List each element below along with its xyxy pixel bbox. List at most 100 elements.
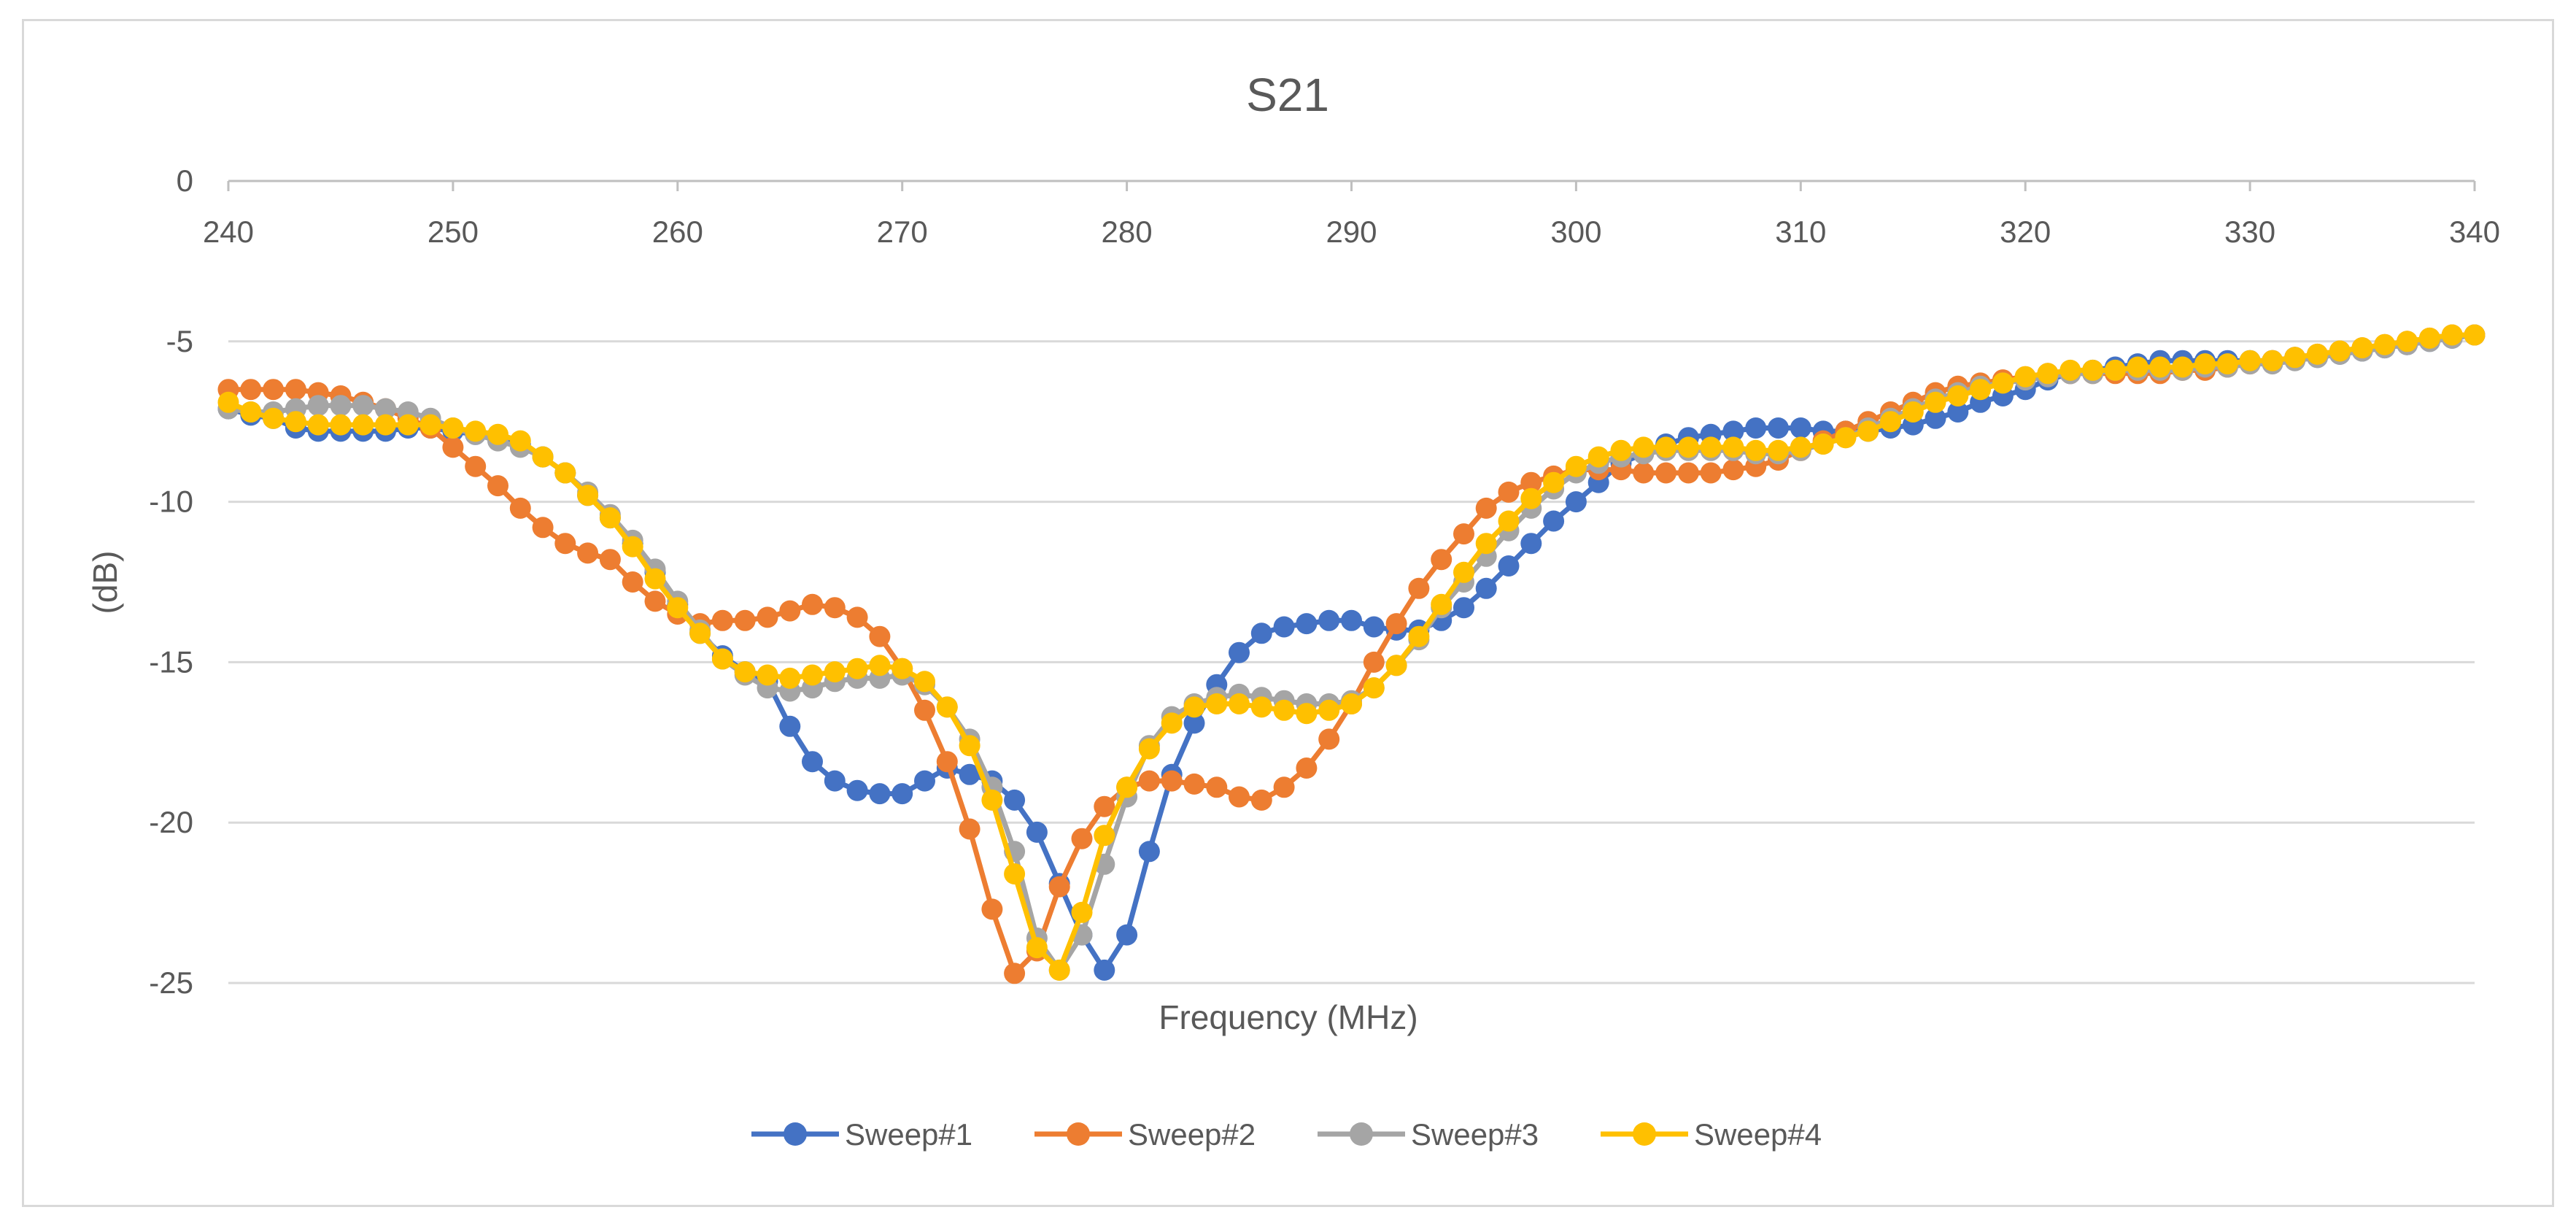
data-point	[1745, 417, 1767, 439]
data-point	[397, 414, 419, 436]
data-point	[1520, 487, 1542, 509]
data-point	[1970, 379, 1992, 401]
data-point	[1655, 462, 1677, 484]
data-point	[1700, 462, 1722, 484]
legend-item: Sweep#1	[751, 1117, 972, 1152]
data-point	[1048, 959, 1070, 981]
data-point	[2082, 359, 2104, 381]
legend-label: Sweep#4	[1694, 1117, 1822, 1152]
series-line	[228, 332, 2475, 973]
data-point	[1453, 561, 1474, 583]
data-point	[2441, 324, 2463, 346]
data-point	[2149, 356, 2171, 378]
data-point	[2059, 359, 2081, 381]
y-tick-label: -25	[149, 965, 193, 1000]
data-point	[802, 593, 823, 615]
data-point	[779, 715, 801, 737]
data-point	[869, 625, 891, 647]
series	[217, 324, 2486, 984]
data-point	[352, 414, 374, 436]
data-point	[622, 571, 643, 593]
data-point	[2127, 356, 2148, 378]
data-point	[1543, 510, 1565, 532]
data-point	[375, 414, 396, 436]
data-point	[1183, 696, 1205, 718]
chart-title: S21	[1246, 69, 1329, 121]
data-point	[217, 391, 239, 413]
legend-label: Sweep#1	[845, 1117, 972, 1152]
data-point	[1768, 417, 1789, 439]
data-point	[1250, 622, 1272, 644]
data-point	[1138, 841, 1160, 863]
data-point	[532, 446, 554, 468]
data-point	[2262, 350, 2283, 371]
y-tick-label: 0	[177, 163, 193, 198]
data-point	[1700, 436, 1722, 458]
data-point	[442, 417, 464, 439]
data-point	[1026, 821, 1048, 843]
data-point	[711, 648, 733, 670]
chart-frame	[22, 19, 2554, 1207]
data-point	[2329, 340, 2351, 362]
data-point	[240, 401, 262, 423]
data-point	[936, 751, 958, 773]
data-point	[914, 770, 935, 792]
x-tick-label: 310	[1775, 215, 1826, 249]
data-point	[1543, 471, 1565, 493]
data-point	[734, 609, 756, 631]
legend-item: Sweep#4	[1601, 1117, 1822, 1152]
data-point	[1610, 439, 1632, 461]
data-point	[1475, 577, 1497, 599]
data-point	[487, 475, 508, 497]
data-point	[509, 497, 531, 519]
grid	[228, 340, 2475, 984]
data-point	[1947, 401, 1969, 423]
data-point	[2194, 353, 2216, 375]
data-point	[577, 485, 599, 506]
data-point	[689, 622, 711, 644]
legend-swatch-marker	[1633, 1122, 1656, 1146]
data-point	[959, 818, 980, 840]
data-point	[285, 379, 306, 401]
y-tick-label: -15	[149, 644, 193, 679]
legend: Sweep#1 Sweep#2 Sweep#3 Sweep#4	[751, 1117, 1822, 1152]
data-point	[2307, 343, 2328, 365]
legend-swatch-marker	[784, 1122, 807, 1146]
data-point	[1161, 712, 1183, 734]
data-point	[1453, 523, 1474, 545]
data-point	[824, 597, 846, 619]
data-point	[1183, 773, 1205, 795]
data-point	[1318, 609, 1340, 631]
data-point	[2418, 327, 2440, 349]
data-point	[263, 379, 285, 401]
data-point	[869, 655, 891, 676]
data-point	[307, 395, 329, 417]
data-point	[2216, 353, 2238, 375]
series-1	[217, 324, 2486, 981]
data-point	[1902, 401, 1924, 423]
data-point	[914, 699, 935, 721]
data-point	[1363, 616, 1385, 638]
data-point	[824, 770, 846, 792]
data-point	[667, 597, 689, 619]
legend-label: Sweep#3	[1411, 1117, 1539, 1152]
data-point	[375, 398, 396, 420]
data-point	[1094, 795, 1115, 817]
data-point	[1633, 436, 1655, 458]
data-point	[1004, 863, 1026, 884]
data-point	[1138, 770, 1160, 792]
data-point	[577, 542, 599, 564]
y-tick-label: -5	[166, 324, 193, 358]
data-point	[1071, 901, 1093, 923]
data-point	[1296, 703, 1318, 725]
data-point	[2374, 334, 2396, 355]
data-point	[2351, 337, 2373, 359]
data-point	[1004, 963, 1026, 984]
series-2	[217, 324, 2486, 984]
series-line	[227, 332, 2475, 973]
data-point	[1431, 549, 1453, 571]
legend-swatch-marker	[1350, 1122, 1373, 1146]
data-point	[1161, 770, 1183, 792]
data-point	[1318, 728, 1340, 750]
data-point	[1520, 533, 1542, 555]
